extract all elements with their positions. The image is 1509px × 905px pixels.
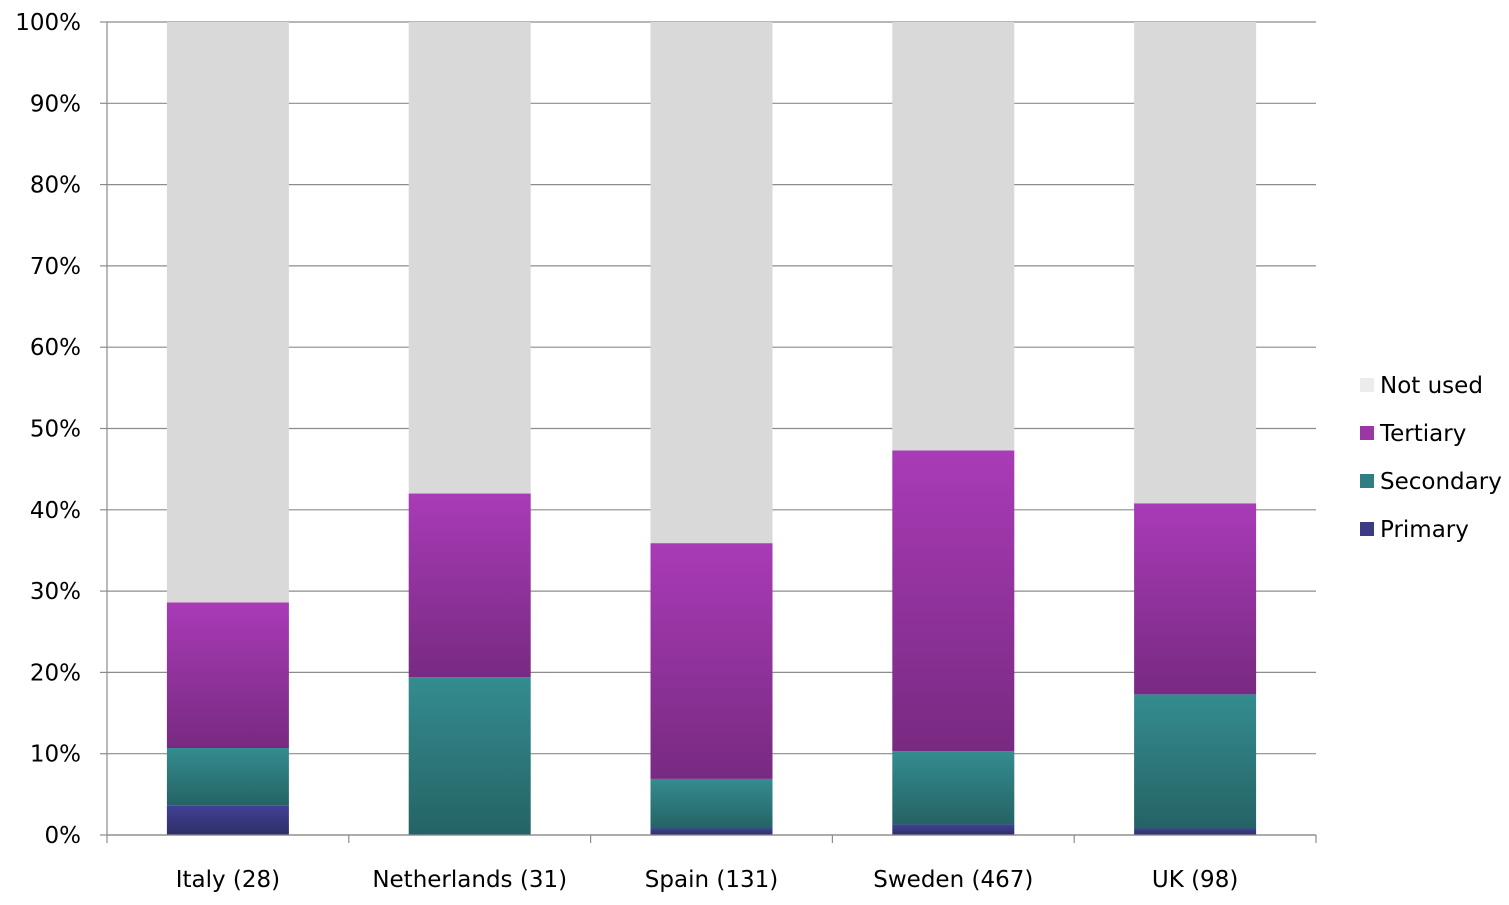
y-tick-label: 10% [30,742,81,768]
y-tick-label: 40% [30,498,81,524]
y-tick-label: 80% [30,173,81,199]
x-tick-label: Netherlands (31) [372,867,567,893]
bar-segment-tertiary [1134,503,1257,695]
y-tick-label: 70% [30,254,81,280]
y-tick-label: 60% [30,335,81,361]
bar-segment-tertiary [166,602,289,749]
bar-segment-secondary [1134,694,1257,829]
x-tick-label: Italy (28) [176,867,280,893]
y-tick-label: 30% [30,579,81,605]
legend: Not used Tertiary Secondary Primary [1360,373,1502,543]
bar-segment-not-used [408,22,531,494]
bar-segment-primary [892,824,1015,835]
x-tick-label: UK (98) [1152,867,1238,893]
bar-segment-secondary [892,751,1015,825]
legend-swatch-not-used [1360,378,1374,392]
legend-swatch-primary [1360,522,1374,536]
bar-segment-not-used [892,22,1015,451]
bar-segment-tertiary [892,450,1015,752]
legend-swatch-tertiary [1360,426,1374,440]
bar-segment-secondary [650,778,773,829]
legend-label-not-used: Not used [1380,373,1483,399]
bar-segment-not-used [166,22,289,603]
legend-swatch-secondary [1360,474,1374,488]
x-tick-label: Sweden (467) [873,867,1033,893]
bar-segment-primary [1134,828,1257,835]
x-tick-label: Spain (131) [645,867,778,893]
bars [166,22,1257,835]
legend-label-tertiary: Tertiary [1379,421,1466,447]
legend-label-secondary: Secondary [1380,469,1502,495]
bar-segment-not-used [1134,22,1257,504]
y-tick-label: 100% [15,10,81,36]
legend-label-primary: Primary [1380,517,1469,543]
bar-segment-tertiary [650,543,773,779]
bar-segment-primary [166,805,289,835]
y-tick-label: 0% [45,823,82,849]
y-tick-label: 50% [30,417,81,443]
bar-segment-not-used [650,22,773,544]
y-tick-label: 90% [30,91,81,117]
bar-segment-secondary [408,677,531,835]
y-tick-label: 20% [30,660,81,686]
bar-segment-primary [650,828,773,835]
bar-segment-secondary [166,748,289,806]
axes: 0% 10% 20% 30% 40% 50% 60% 70% 80% 90% 100% Italy (… [15,10,1317,893]
bar-segment-tertiary [408,493,531,678]
